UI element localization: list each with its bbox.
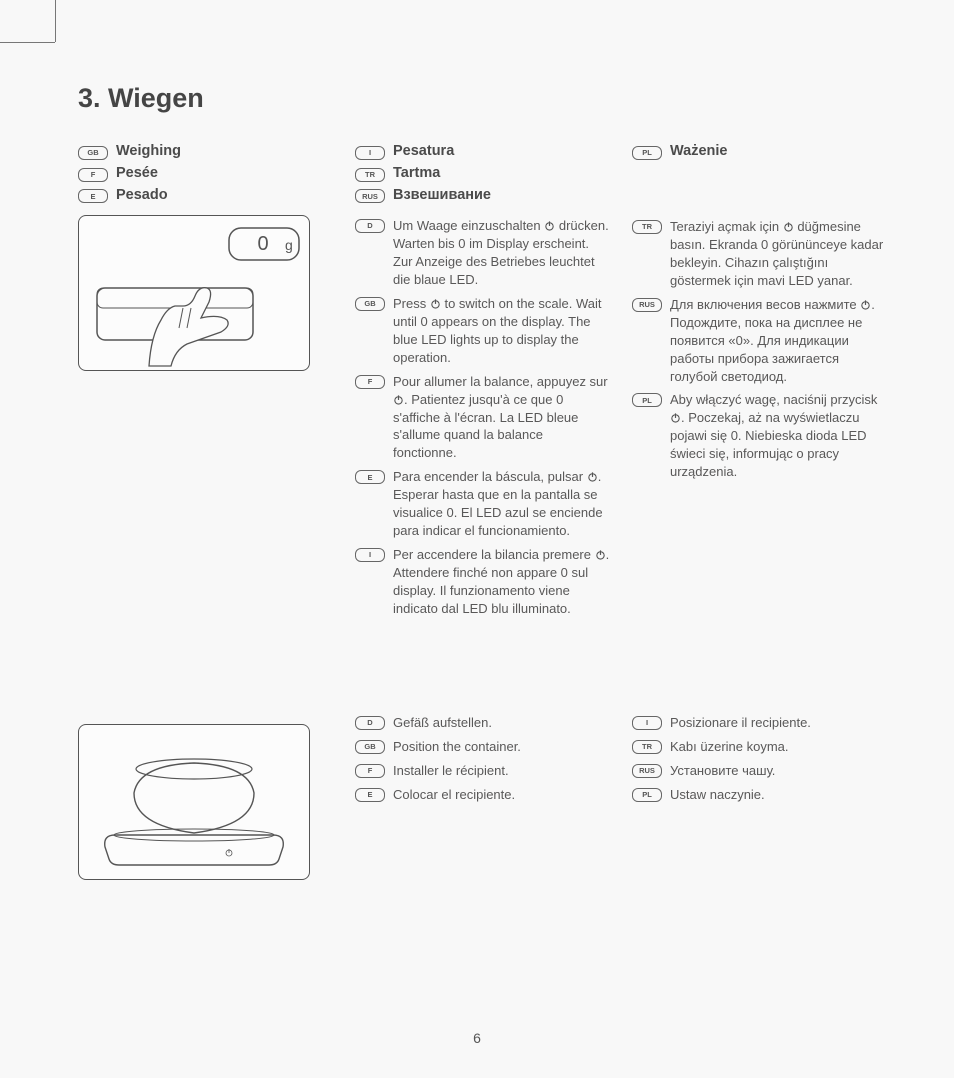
power-icon [544, 220, 555, 231]
illustration-bowl-on-scale [78, 724, 310, 880]
power-icon [783, 221, 794, 232]
col-1: GB Weighing F Pesée E Pesado 0 g [78, 142, 333, 623]
lang-badge: GB [78, 146, 108, 160]
col-1 [78, 714, 333, 880]
illustration-scale-display: 0 g [78, 215, 310, 371]
instruction-entry: E Colocar el recipiente. [355, 786, 610, 804]
lang-badge: F [78, 168, 108, 182]
col-3: I Posizionare il recipiente. TR Kabı üzerin… [632, 714, 887, 880]
heading-row: GB Weighing [78, 142, 333, 162]
page-content: 3. Wiegen GB Weighing F Pesée E Pesado [78, 80, 908, 880]
instruction-entry: GB Position the container. [355, 738, 610, 756]
lang-badge: I [355, 548, 385, 562]
heading-row: RUS Взвешивание [355, 186, 610, 206]
power-icon [393, 394, 404, 405]
instruction-text: Для включения весов нажмите . Подождите,… [670, 296, 887, 386]
instruction-text: Installer le récipient. [393, 762, 509, 780]
lang-badge: PL [632, 393, 662, 407]
lang-badge: I [632, 716, 662, 730]
lang-badge: D [355, 219, 385, 233]
lang-badge: F [355, 764, 385, 778]
instruction-text: Установите чашу. [670, 762, 775, 780]
lang-badge: GB [355, 297, 385, 311]
heading-row: E Pesado [78, 186, 333, 206]
crop-mark-horizontal [0, 42, 55, 43]
lang-badge: TR [632, 220, 662, 234]
col-3: PL Ważenie TR Teraziyi açmak için düğmesi… [632, 142, 887, 623]
section-title: 3. Wiegen [78, 80, 908, 116]
power-icon [430, 298, 441, 309]
heading-label: Tartma [393, 164, 440, 184]
power-icon [860, 299, 871, 310]
instruction-entry: D Um Waage einzuschalten drücken. Warten … [355, 217, 610, 289]
instruction-entry: TR Kabı üzerine koyma. [632, 738, 887, 756]
instruction-entry: E Para encender la báscula, pulsar . Espe… [355, 468, 610, 540]
lang-badge: D [355, 716, 385, 730]
lang-badge: PL [632, 788, 662, 802]
heading-row: TR Tartma [355, 164, 610, 184]
instruction-entry: PL Ustaw naczynie. [632, 786, 887, 804]
instruction-text: Ustaw naczynie. [670, 786, 765, 804]
heading-row: F Pesée [78, 164, 333, 184]
lang-badge: I [355, 146, 385, 160]
power-icon [595, 549, 606, 560]
lang-badge: RUS [355, 189, 385, 203]
display-digit: 0 [257, 233, 268, 255]
lang-badge: E [355, 788, 385, 802]
lang-badge: RUS [632, 764, 662, 778]
display-unit: g [285, 237, 293, 253]
heading-label: Взвешивание [393, 186, 491, 206]
instruction-entry: RUS Для включения весов нажмите . Подожди… [632, 296, 887, 386]
instruction-entry: I Per accendere la bilancia pre­mere . At… [355, 546, 610, 618]
instruction-entry: PL Aby włączyć wagę, naciśnij przycisk . … [632, 391, 887, 481]
heading-row: I Pesatura [355, 142, 610, 162]
lang-badge: TR [355, 168, 385, 182]
instruction-text: Kabı üzerine koyma. [670, 738, 789, 756]
lang-badge: RUS [632, 298, 662, 312]
lang-badge: GB [355, 740, 385, 754]
instruction-text: Colocar el recipiente. [393, 786, 515, 804]
crop-mark-vertical [55, 0, 56, 42]
block-2: D Gefäß aufstellen. GB Position the contain… [78, 714, 908, 880]
instruction-entry: F Pour allumer la balance, ap­puyez sur .… [355, 373, 610, 463]
heading-label: Pesatura [393, 142, 454, 162]
instruction-entry: GB Press to switch on the scale. Wait unt… [355, 295, 610, 367]
instruction-text: Gefäß aufstellen. [393, 714, 492, 732]
lang-badge: PL [632, 146, 662, 160]
instruction-entry: D Gefäß aufstellen. [355, 714, 610, 732]
instruction-text: Posizionare il recipiente. [670, 714, 811, 732]
instruction-entry: F Installer le récipient. [355, 762, 610, 780]
heading-label: Ważenie [670, 142, 727, 162]
instruction-entry: RUS Установите чашу. [632, 762, 887, 780]
instruction-text: Para encender la báscula, pulsar . Esper… [393, 468, 610, 540]
heading-row: PL Ważenie [632, 142, 887, 162]
instruction-text: Press to switch on the scale. Wait until… [393, 295, 610, 367]
instruction-text: Pour allumer la balance, ap­puyez sur . … [393, 373, 610, 463]
heading-label: Weighing [116, 142, 181, 162]
power-icon [587, 471, 598, 482]
col-2: I Pesatura TR Tartma RUS Взвешивание D Um… [355, 142, 610, 623]
instruction-text: Position the container. [393, 738, 521, 756]
heading-label: Pesée [116, 164, 158, 184]
power-icon [670, 412, 681, 423]
block-1: GB Weighing F Pesée E Pesado 0 g [78, 142, 908, 623]
lang-badge: E [78, 189, 108, 203]
col-2: D Gefäß aufstellen. GB Position the contain… [355, 714, 610, 880]
instruction-text: Aby włączyć wagę, naciśnij przycisk . Po… [670, 391, 887, 481]
lang-badge: TR [632, 740, 662, 754]
instruction-text: Per accendere la bilancia pre­mere . Att… [393, 546, 610, 618]
instruction-text: Teraziyi açmak için düğmesine basın. Ekr… [670, 218, 887, 290]
instruction-entry: TR Teraziyi açmak için düğmesine basın. E… [632, 218, 887, 290]
lang-badge: E [355, 470, 385, 484]
heading-label: Pesado [116, 186, 168, 206]
page-number: 6 [0, 1029, 954, 1048]
lang-badge: F [355, 375, 385, 389]
instruction-entry: I Posizionare il recipiente. [632, 714, 887, 732]
instruction-text: Um Waage einzuschalten drücken. Warten b… [393, 217, 610, 289]
